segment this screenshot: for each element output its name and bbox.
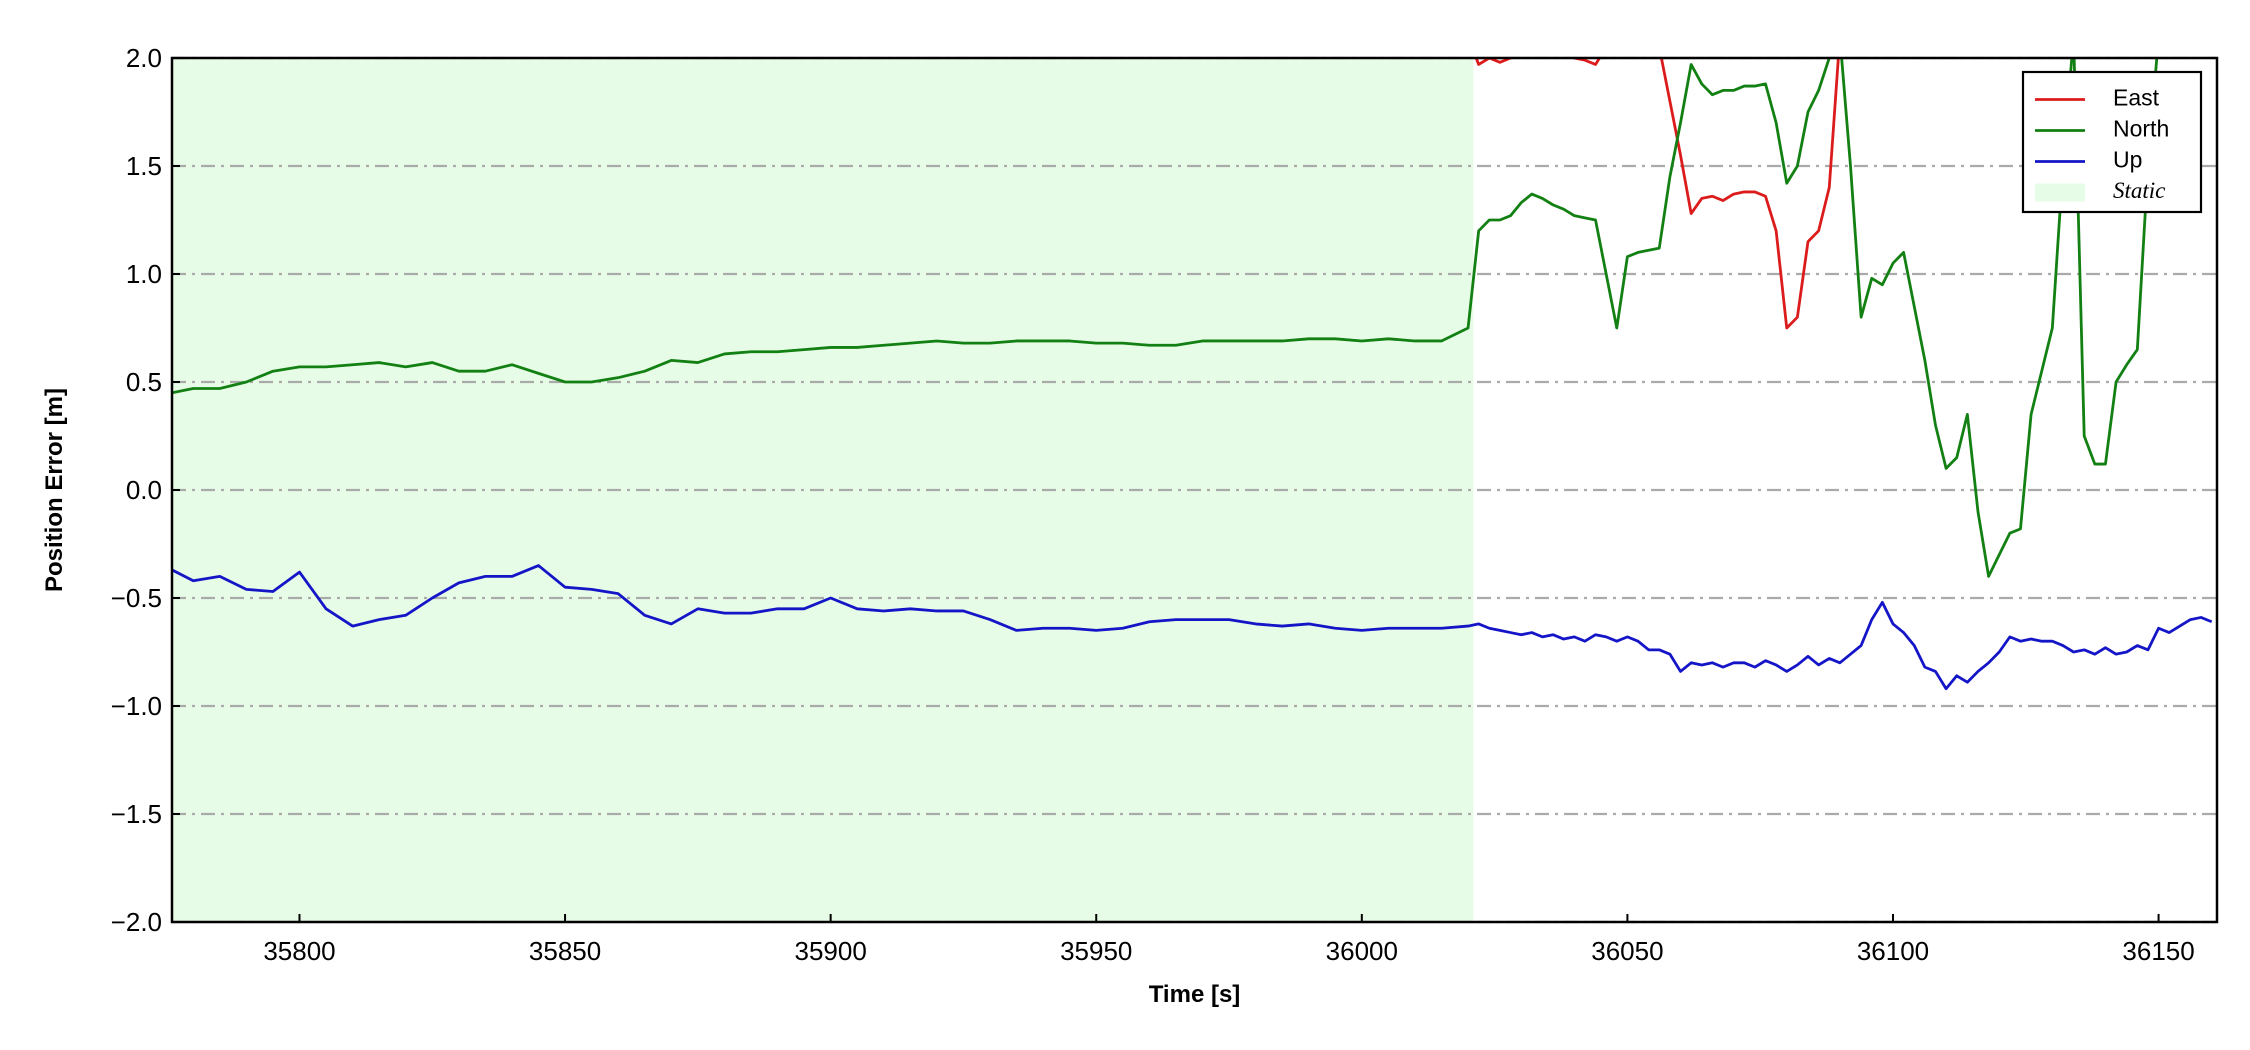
y-tick-label: −1.0 [111,691,162,721]
legend-label: East [2113,85,2160,111]
y-tick-label: 1.0 [126,259,162,289]
series-line [172,564,2213,691]
x-tick-label: 36100 [1857,936,1929,966]
y-tick-label: 0.0 [126,475,162,505]
x-tick-label: 36150 [2122,936,2194,966]
legend-label: Up [2113,147,2142,173]
y-axis-label: Position Error [m] [41,388,68,592]
y-tick-label: 2.0 [126,43,162,73]
plot-lines [172,58,2213,691]
x-tick-label: 36000 [1326,936,1398,966]
x-tick-label: 35800 [263,936,335,966]
legend-swatch [2035,183,2085,202]
x-tick-label: 35950 [1060,936,1132,966]
plot-frame [170,56,2219,924]
legend-label: Static [2113,178,2165,203]
y-tick-label: 1.5 [126,151,162,181]
y-tick-label: −1.5 [111,799,162,829]
y-tick-label: −0.5 [111,583,162,613]
x-axis-label: Time [s] [1149,981,1241,1008]
x-tick-label: 35900 [794,936,866,966]
series-line [172,58,2159,578]
y-tick-label: −2.0 [111,907,162,937]
series-line [1474,58,1840,330]
x-tick-label: 36050 [1591,936,1663,966]
y-tick-label: 0.5 [126,367,162,397]
x-tick-label: 35850 [529,936,601,966]
legend-label: North [2113,116,2169,142]
